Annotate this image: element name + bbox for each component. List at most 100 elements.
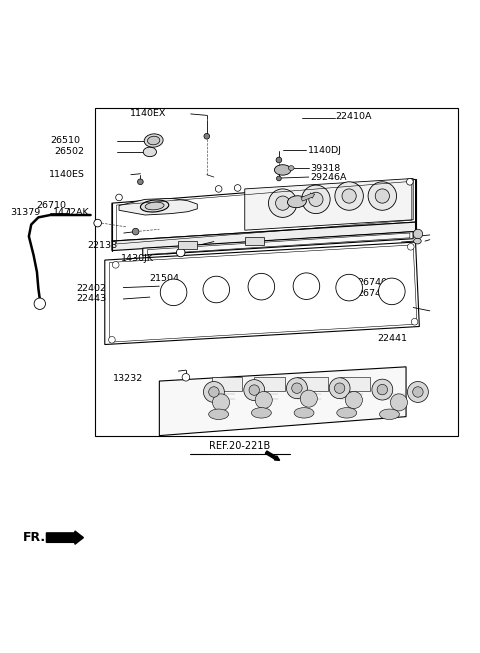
Circle shape [203,276,229,303]
Ellipse shape [288,166,294,170]
Bar [297,377,328,390]
Circle shape [335,383,345,393]
Circle shape [132,229,139,235]
Circle shape [268,189,297,217]
Circle shape [292,383,302,393]
Bar [245,237,264,245]
Circle shape [160,279,187,306]
Bar [96,108,458,436]
Text: 31379: 31379 [10,208,40,217]
Polygon shape [105,242,420,345]
Circle shape [182,374,190,381]
Ellipse shape [294,407,314,418]
Text: 26502: 26502 [54,147,84,156]
Text: REF.20-221B: REF.20-221B [209,441,271,451]
Text: 1472AK: 1472AK [53,208,89,217]
Text: 22441: 22441 [378,334,408,343]
Polygon shape [119,199,197,215]
Ellipse shape [275,165,291,175]
Bar [254,377,285,390]
Circle shape [112,261,119,268]
Text: 22133: 22133 [87,241,118,250]
Circle shape [255,392,272,409]
Circle shape [368,182,396,210]
Circle shape [372,379,393,400]
FancyArrow shape [47,531,84,544]
Circle shape [301,185,330,214]
Circle shape [377,385,387,395]
Circle shape [177,248,185,257]
Polygon shape [159,367,406,436]
Circle shape [408,381,428,402]
Circle shape [276,176,281,181]
Circle shape [108,336,115,343]
Text: 22443: 22443 [76,295,107,304]
Circle shape [300,390,317,407]
Polygon shape [112,222,416,251]
Circle shape [336,274,362,301]
Circle shape [379,278,405,305]
Circle shape [390,394,408,411]
Text: 29246A: 29246A [310,172,347,182]
Circle shape [209,387,219,397]
Circle shape [413,387,423,397]
Circle shape [342,189,356,203]
Circle shape [293,273,320,300]
Ellipse shape [414,238,421,244]
Circle shape [204,381,224,402]
Ellipse shape [144,134,163,147]
Text: 26710: 26710 [36,201,66,210]
Circle shape [213,394,229,411]
FancyArrow shape [301,193,315,201]
Ellipse shape [252,407,271,418]
Text: 26740: 26740 [358,278,388,287]
Text: 26510: 26510 [50,136,80,144]
Text: 1140ES: 1140ES [49,170,85,179]
Circle shape [137,179,143,185]
Circle shape [249,385,260,395]
Circle shape [244,379,264,400]
Circle shape [309,192,323,206]
Bar [179,241,197,249]
Text: 1140EX: 1140EX [130,108,166,118]
Circle shape [234,185,241,191]
Ellipse shape [380,409,399,419]
Text: 22402: 22402 [76,284,106,293]
Text: FR.: FR. [23,531,46,544]
Circle shape [335,182,363,210]
Circle shape [407,178,413,185]
Text: 1430JK: 1430JK [121,253,155,263]
Circle shape [34,298,46,310]
Circle shape [276,196,290,210]
Polygon shape [245,178,413,231]
Circle shape [116,194,122,200]
Circle shape [408,244,414,250]
Circle shape [345,392,362,409]
Text: 13232: 13232 [113,374,143,383]
Circle shape [413,229,423,239]
Ellipse shape [147,136,160,145]
Text: 1140DJ: 1140DJ [308,146,342,155]
Circle shape [329,377,350,398]
Circle shape [276,157,282,163]
Ellipse shape [209,409,228,419]
Circle shape [204,133,210,139]
Polygon shape [112,180,416,241]
Circle shape [94,219,101,227]
Ellipse shape [337,407,357,418]
Ellipse shape [145,202,164,210]
Circle shape [287,377,307,398]
Text: 22410A: 22410A [335,112,372,121]
Ellipse shape [143,147,156,157]
FancyArrow shape [265,451,280,460]
Circle shape [216,185,222,192]
Polygon shape [143,232,413,255]
Bar [212,377,242,390]
Text: 21504: 21504 [149,274,179,283]
Circle shape [411,319,418,325]
Ellipse shape [141,200,169,212]
Text: 39318: 39318 [310,163,340,172]
Text: 26740B: 26740B [358,289,394,298]
Bar [340,377,371,390]
Circle shape [375,189,389,203]
